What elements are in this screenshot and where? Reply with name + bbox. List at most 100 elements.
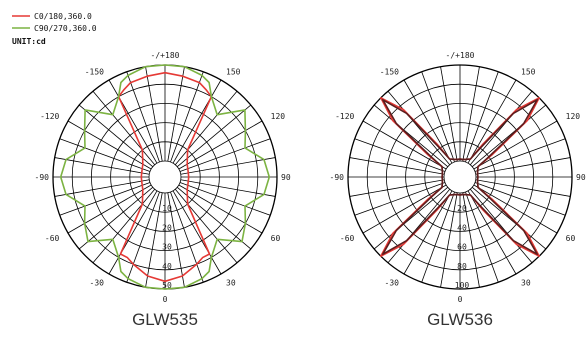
grid-spoke xyxy=(178,120,263,170)
grid-spoke xyxy=(108,79,158,164)
grid-spoke xyxy=(465,191,499,283)
grid-spoke xyxy=(467,79,517,164)
grid-spoke xyxy=(180,157,276,175)
angle-label: 150 xyxy=(226,67,241,76)
grid-spoke xyxy=(349,179,445,197)
angle-label: -150 xyxy=(85,67,104,76)
grid-spoke xyxy=(78,104,154,168)
angle-label: 60 xyxy=(271,234,281,243)
grid-spoke xyxy=(179,138,271,172)
grid-spoke xyxy=(108,190,158,275)
grid-spoke xyxy=(54,157,150,175)
angle-label: -30 xyxy=(385,279,400,288)
grid-spoke xyxy=(462,66,480,162)
grid-circle xyxy=(443,160,477,194)
angle-label: -60 xyxy=(45,234,60,243)
grid-spoke xyxy=(474,182,566,216)
grid-spoke xyxy=(462,192,480,288)
radial-label: 40 xyxy=(162,262,172,271)
angle-label: -120 xyxy=(40,112,59,121)
grid-spoke xyxy=(465,71,499,163)
grid-spoke xyxy=(349,157,445,175)
grid-spoke xyxy=(373,104,449,168)
grid-spoke xyxy=(440,192,458,288)
grid-spoke xyxy=(126,191,160,283)
angle-label: 90 xyxy=(281,173,291,182)
chart-legend: C0/180,360.0 C90/270,360.0 UNIT:cd xyxy=(12,12,97,46)
grid-spoke xyxy=(145,192,163,288)
angle-label: 30 xyxy=(521,279,531,288)
grid-spoke xyxy=(469,90,533,166)
grid-spoke xyxy=(403,190,453,275)
grid-spoke xyxy=(172,190,222,275)
grid-spoke xyxy=(467,190,517,275)
grid-spoke xyxy=(54,179,150,197)
radial-label: 60 xyxy=(457,243,467,252)
radial-label: 100 xyxy=(455,281,470,290)
polar-chart-glw536: -/+180 150 120 90 60 30 0 -30 -60 -90 -120 -150 20 40… xyxy=(330,51,586,304)
grid-spoke xyxy=(176,186,252,250)
angle-label: -90 xyxy=(330,173,345,182)
grid-spoke xyxy=(167,66,185,162)
grid-circle xyxy=(148,160,182,194)
angle-label: -60 xyxy=(340,234,355,243)
grid-spoke xyxy=(373,186,449,250)
grid-spoke xyxy=(67,184,152,234)
grid-spoke xyxy=(362,184,447,234)
grid-spoke xyxy=(387,188,451,264)
radial-label: 80 xyxy=(457,262,467,271)
series-curve-1 xyxy=(59,64,271,290)
grid-spoke xyxy=(170,71,204,163)
grid-spoke xyxy=(59,182,151,216)
grid-spoke xyxy=(362,120,447,170)
grid-spoke xyxy=(421,191,455,283)
grid-spoke xyxy=(178,184,263,234)
grid-spoke xyxy=(440,66,458,162)
grid-spoke xyxy=(354,182,446,216)
grid-spoke xyxy=(473,184,558,234)
grid-spoke xyxy=(67,120,152,170)
radial-label: 30 xyxy=(162,243,172,252)
grid-spoke xyxy=(167,192,185,288)
grid-spoke xyxy=(180,179,276,197)
grid-spoke xyxy=(145,66,163,162)
grid-spoke xyxy=(126,71,160,163)
grid-spoke xyxy=(92,90,156,166)
angle-label: -/+180 xyxy=(151,51,180,60)
grid-spoke xyxy=(78,186,154,250)
grid-spoke xyxy=(170,191,204,283)
radial-label: 20 xyxy=(457,204,467,213)
grid-spoke xyxy=(474,138,566,172)
grid-spoke xyxy=(354,138,446,172)
series-curve-0 xyxy=(117,71,213,283)
angle-label: -120 xyxy=(335,112,354,121)
chart-caption-glw535: GLW535 xyxy=(132,310,198,329)
series-curve-1 xyxy=(382,99,538,255)
grid-spoke xyxy=(475,179,571,197)
radial-label: 20 xyxy=(162,223,172,232)
grid-spoke xyxy=(59,138,151,172)
grid-spoke xyxy=(176,104,252,168)
grid-spoke xyxy=(421,71,455,163)
grid-spoke xyxy=(174,188,238,264)
grid-spoke xyxy=(471,104,547,168)
grid-spoke xyxy=(473,120,558,170)
grid-spoke xyxy=(475,157,571,175)
grid-spoke xyxy=(172,79,222,164)
angle-label: -90 xyxy=(35,173,50,182)
radial-label: 10 xyxy=(162,204,172,213)
legend-label-c90: C90/270,360.0 xyxy=(34,24,97,33)
grid-spoke xyxy=(174,90,238,166)
angle-label: -150 xyxy=(380,67,399,76)
angle-label: -/+180 xyxy=(446,51,475,60)
grid-spoke xyxy=(92,188,156,264)
angle-label: 0 xyxy=(458,295,463,304)
grid-spoke xyxy=(403,79,453,164)
grid-spoke xyxy=(471,186,547,250)
angle-label: 90 xyxy=(576,173,586,182)
angle-label: -30 xyxy=(90,279,105,288)
angle-label: 0 xyxy=(163,295,168,304)
angle-label: 60 xyxy=(566,234,576,243)
polar-chart-glw535: -/+180 150 120 90 60 30 0 -30 -60 -90 -120 -150 10 20… xyxy=(35,51,291,304)
angle-label: 150 xyxy=(521,67,536,76)
